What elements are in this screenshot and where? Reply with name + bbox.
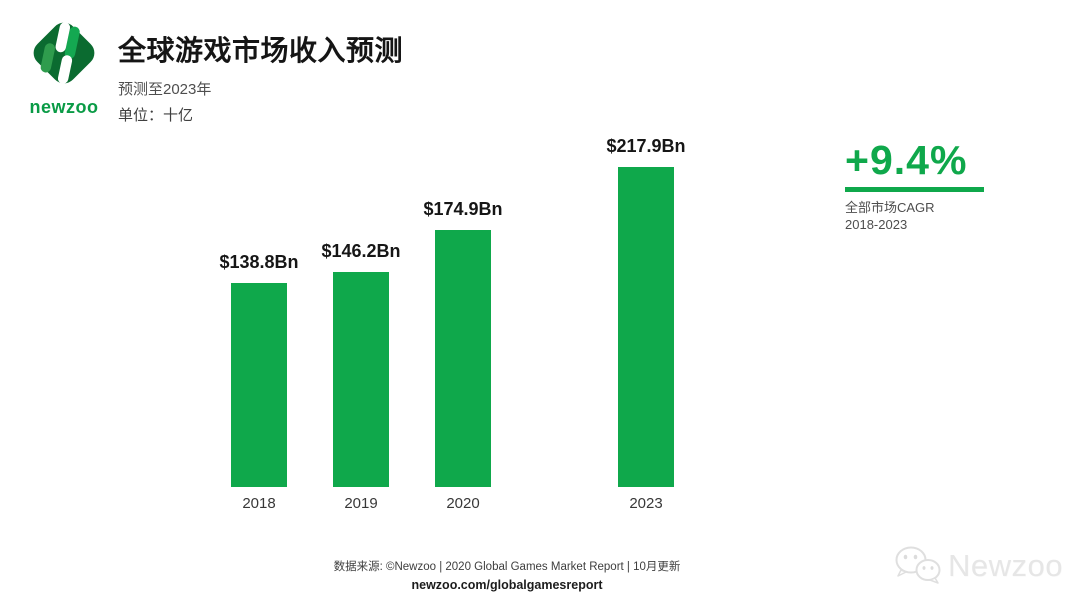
cagr-value: +9.4%: [845, 137, 968, 183]
cagr-underline: [845, 187, 984, 192]
wechat-icon: [895, 546, 941, 584]
bar-2019: [333, 272, 389, 487]
x-axis-label: 2023: [629, 495, 663, 512]
data-source-text: 数据来源: ©Newzoo | 2020 Global Games Market…: [333, 561, 681, 573]
cagr-callout: +9.4% 全部市场CAGR 2018-2023: [845, 140, 984, 234]
bar-group-2018: $138.8Bn 2018: [219, 252, 298, 512]
cagr-label: 全部市场CAGR: [845, 200, 935, 215]
bar-2018: [231, 283, 287, 487]
bar-group-2019: $146.2Bn 2019: [321, 241, 400, 512]
newzoo-diamond-icon: [33, 22, 95, 84]
bar-group-2020: $174.9Bn 2020: [423, 199, 502, 512]
bar-value-label: $146.2Bn: [321, 241, 401, 261]
bar-value-label: $174.9Bn: [423, 199, 503, 219]
x-axis-label: 2019: [344, 495, 378, 512]
watermark-text: Newzoo: [948, 548, 1063, 583]
bar-group-2023: $217.9Bn 2023: [606, 136, 685, 512]
x-axis-label: 2020: [446, 495, 480, 512]
bar-value-label: $138.8Bn: [219, 252, 299, 272]
newzoo-logo: newzoo: [27, 16, 101, 118]
unit-label: 单位：十亿: [118, 107, 194, 124]
page-subtitle: 预测至2023年: [118, 81, 212, 98]
report-url: newzoo.com/globalgamesreport: [411, 578, 603, 592]
wechat-watermark: Newzoo: [893, 545, 1063, 587]
page-title: 全球游戏市场收入预测: [118, 35, 404, 66]
cagr-description: 全部市场CAGR 2018-2023: [845, 200, 984, 234]
bar-value-label: $217.9Bn: [606, 136, 686, 156]
bar-2020: [435, 230, 491, 487]
bar-2023: [618, 167, 674, 487]
x-axis-label: 2018: [242, 495, 276, 512]
cagr-period: 2018-2023: [845, 216, 908, 232]
newzoo-wordmark: newzoo: [29, 97, 99, 117]
footer: 数据来源: ©Newzoo | 2020 Global Games Market…: [334, 558, 681, 592]
